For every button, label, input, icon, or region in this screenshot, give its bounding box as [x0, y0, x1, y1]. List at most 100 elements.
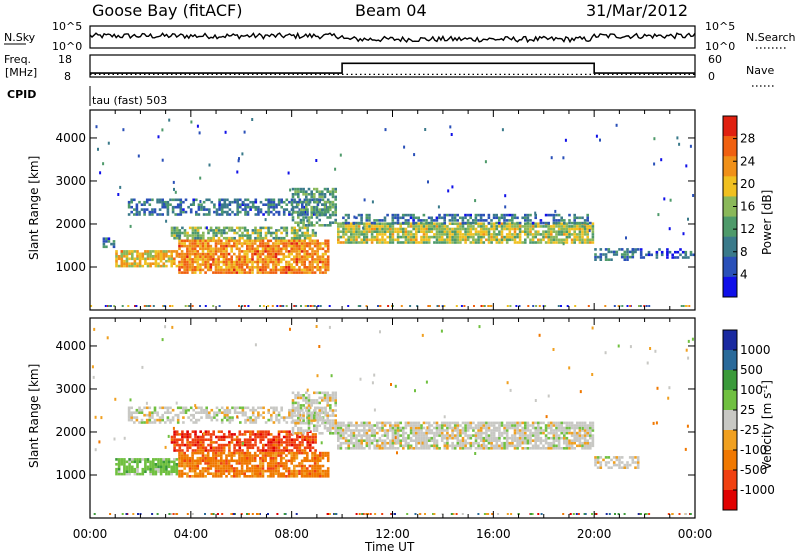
- echo-cell: [438, 222, 441, 225]
- echo-cell: [162, 465, 166, 469]
- echo-cell: [222, 449, 226, 452]
- echo-cell: [233, 231, 236, 235]
- echo-cell: [282, 271, 286, 274]
- echo-cell: [301, 226, 304, 230]
- echo-cell: [110, 242, 113, 246]
- echo-cell: [222, 268, 226, 272]
- echo-cell: [326, 396, 329, 400]
- echo-cell: [422, 233, 426, 236]
- echo-cell: [186, 443, 189, 447]
- echo-cell: [544, 235, 548, 239]
- echo-cell: [334, 187, 337, 191]
- echo-cell: [368, 225, 371, 228]
- echo-cell: [295, 255, 299, 258]
- echo-cell: [466, 227, 470, 231]
- echo-cell: [246, 454, 249, 457]
- noise-point: [363, 198, 366, 202]
- echo-cell: [296, 435, 299, 439]
- echo-cell: [586, 434, 589, 437]
- echo-cell: [373, 235, 376, 239]
- echo-cell: [241, 449, 244, 452]
- echo-cell: [191, 441, 195, 444]
- echo-cell: [466, 421, 470, 425]
- echo-cell: [300, 268, 304, 272]
- echo-cell: [399, 444, 402, 448]
- echo-cell: [233, 260, 236, 264]
- echo-cell: [186, 263, 189, 266]
- ground-point: [204, 305, 207, 307]
- echo-cell: [146, 465, 150, 469]
- echo-cell: [321, 406, 324, 410]
- echo-cell: [412, 241, 415, 244]
- echo-cell: [479, 431, 483, 435]
- echo-cell: [555, 213, 558, 217]
- noise-point: [564, 138, 567, 142]
- echo-cell: [313, 426, 316, 430]
- echo-cell: [256, 430, 260, 433]
- echo-cell: [174, 413, 177, 417]
- echo-cell: [342, 216, 345, 220]
- echo-cell: [337, 225, 340, 228]
- echo-cell: [365, 222, 369, 225]
- echo-cell: [290, 456, 293, 460]
- echo-cell: [511, 235, 514, 239]
- echo-cell: [639, 256, 643, 259]
- echo-cell: [427, 431, 431, 435]
- echo-cell: [459, 439, 462, 442]
- noise-point: [413, 153, 416, 157]
- echo-cell: [526, 233, 530, 236]
- echo-cell: [323, 224, 327, 227]
- echo-cell: [248, 271, 252, 274]
- echo-cell: [560, 225, 563, 228]
- echo-cell: [360, 221, 363, 225]
- echo-cell: [280, 430, 283, 433]
- echo-cell: [451, 235, 454, 239]
- echo-cell: [288, 430, 291, 433]
- echo-cell: [396, 213, 400, 217]
- echo-cell: [298, 260, 301, 264]
- echo-cell: [578, 241, 582, 244]
- echo-cell: [326, 263, 330, 266]
- echo-cell: [136, 257, 139, 261]
- echo-cell: [412, 431, 415, 435]
- echo-cell: [246, 459, 249, 463]
- power-echo-region: [337, 222, 595, 244]
- echo-cell: [261, 459, 265, 463]
- echo-cell: [316, 244, 319, 248]
- echo-cell: [498, 219, 501, 222]
- echo-cell: [285, 435, 289, 439]
- echo-cell: [308, 266, 312, 269]
- echo-cell: [277, 236, 281, 240]
- echo-cell: [152, 257, 155, 261]
- noise-point: [449, 125, 452, 129]
- echo-cell: [319, 258, 322, 261]
- echo-cell: [298, 239, 301, 243]
- echo-cell: [296, 231, 299, 235]
- echo-cell: [526, 221, 530, 225]
- echo-cell: [243, 459, 246, 463]
- echo-cell: [589, 447, 592, 450]
- echo-cell: [466, 436, 470, 440]
- echo-cell: [193, 258, 197, 261]
- echo-cell: [508, 238, 512, 242]
- echo-cell: [202, 231, 205, 235]
- echo-cell: [550, 230, 553, 233]
- echo-cell: [563, 429, 566, 432]
- echo-cell: [557, 233, 561, 236]
- noise-point: [625, 236, 627, 240]
- ground-point: [409, 305, 412, 307]
- echo-cell: [192, 408, 195, 412]
- echo-cell: [469, 434, 473, 437]
- velocity-echo-region: [178, 451, 330, 478]
- echo-cell: [166, 210, 170, 214]
- echo-cell: [146, 467, 150, 471]
- echo-cell: [355, 225, 358, 228]
- echo-cell: [176, 413, 180, 417]
- echo-cell: [425, 436, 428, 440]
- echo-cell: [399, 227, 402, 231]
- echo-cell: [196, 234, 200, 237]
- echo-cell: [516, 225, 519, 228]
- echo-cell: [417, 434, 421, 437]
- echo-cell: [149, 255, 152, 258]
- echo-cell: [435, 241, 439, 244]
